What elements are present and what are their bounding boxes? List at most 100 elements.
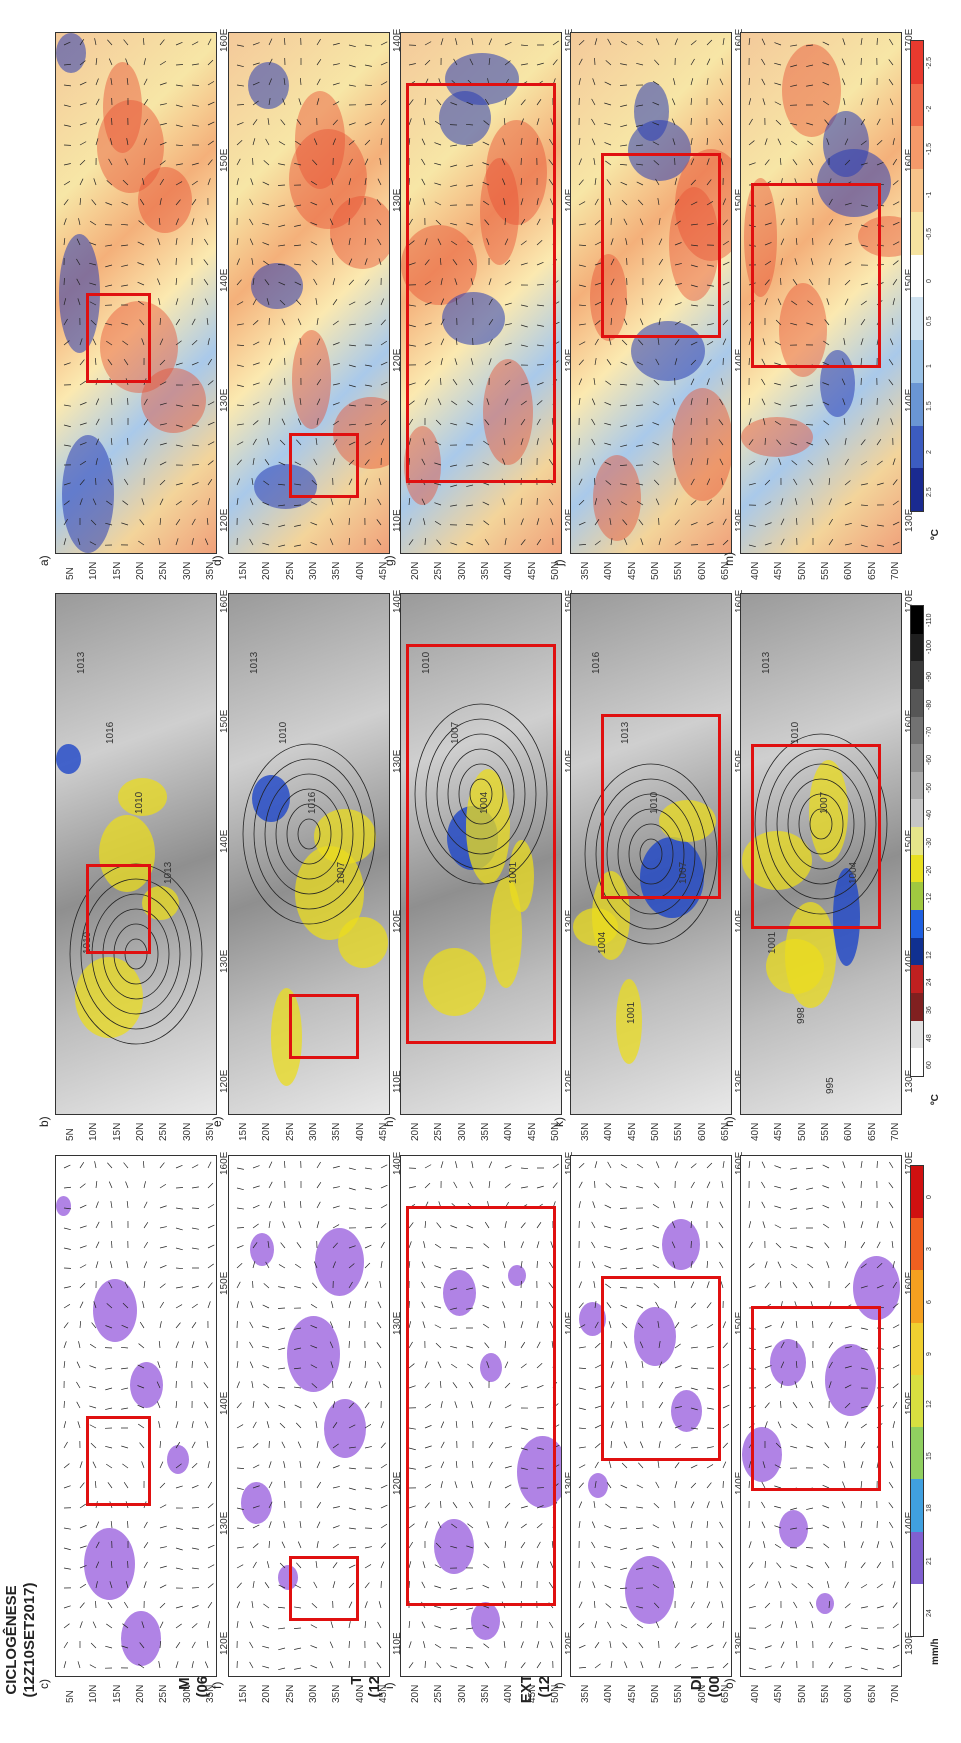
wind-arrow bbox=[549, 1561, 554, 1569]
wind-arrow bbox=[203, 259, 209, 266]
wind-arrow bbox=[452, 1502, 458, 1509]
wind-arrow bbox=[380, 298, 384, 306]
wind-arrow bbox=[520, 1363, 527, 1369]
wind-arrow bbox=[674, 220, 681, 226]
wind-arrow bbox=[408, 539, 414, 546]
wind-arrow bbox=[889, 98, 894, 106]
wind-arrow bbox=[408, 1523, 415, 1529]
wind-arrow bbox=[421, 458, 426, 466]
wind-arrow bbox=[536, 118, 540, 126]
colorbar-segment bbox=[911, 910, 923, 938]
colorbar-segment bbox=[911, 716, 923, 745]
wind-arrow bbox=[466, 1587, 474, 1590]
wind-arrow bbox=[604, 461, 612, 466]
lat-tick: 35N bbox=[580, 561, 591, 580]
wind-arrow bbox=[671, 418, 676, 426]
wind-arrow bbox=[608, 1461, 612, 1469]
wind-arrow bbox=[594, 241, 602, 246]
wind-arrow bbox=[748, 1263, 755, 1269]
wind-arrow bbox=[806, 1245, 814, 1249]
wind-arrow bbox=[408, 262, 416, 266]
colorbar-segment bbox=[911, 606, 923, 634]
wind-arrow bbox=[719, 458, 724, 466]
wind-arrow bbox=[860, 338, 864, 346]
lat-tick: 40N bbox=[354, 561, 366, 580]
wind-arrow bbox=[780, 538, 785, 546]
cloud-blob bbox=[75, 957, 143, 1038]
wind-arrow bbox=[95, 58, 98, 66]
wind-arrow bbox=[860, 98, 864, 106]
wind-arrow bbox=[610, 1661, 613, 1669]
wind-arrow bbox=[435, 1542, 442, 1549]
colorbar-value: 1 bbox=[926, 364, 933, 369]
wind-arrow bbox=[860, 1161, 863, 1169]
wind-arrow bbox=[283, 1461, 286, 1469]
wind-arrow bbox=[763, 418, 766, 426]
wind-arrow bbox=[63, 298, 67, 306]
wind-arrow bbox=[892, 1281, 898, 1289]
wind-arrow bbox=[127, 1520, 129, 1529]
colorbar-segment bbox=[911, 1270, 923, 1323]
wind-arrow bbox=[764, 1665, 772, 1669]
wind-arrow bbox=[860, 1423, 867, 1429]
lat-tick: 40N bbox=[750, 1684, 761, 1703]
wind-arrow bbox=[636, 1623, 644, 1629]
wind-arrow bbox=[536, 1467, 544, 1470]
lat-tick: 40N bbox=[503, 1122, 515, 1141]
wind-arrow bbox=[440, 298, 445, 306]
wind-arrow bbox=[453, 1181, 458, 1189]
panel-letter: j) bbox=[552, 559, 566, 566]
wind-arrow bbox=[470, 1401, 474, 1409]
wind-arrow bbox=[294, 204, 302, 207]
wind-arrow bbox=[578, 1622, 585, 1629]
wind-arrow bbox=[348, 1381, 353, 1389]
wind-arrow bbox=[435, 219, 442, 226]
wind-arrow bbox=[137, 1385, 145, 1389]
wind-arrow bbox=[421, 1281, 426, 1289]
isobar-line bbox=[425, 718, 537, 870]
wind-arrow bbox=[578, 1501, 583, 1509]
wind-arrow bbox=[63, 163, 71, 166]
wind-arrow bbox=[63, 1341, 67, 1349]
wind-arrow bbox=[722, 261, 730, 266]
wind-arrow bbox=[434, 1644, 442, 1649]
wind-arrow bbox=[482, 501, 490, 506]
wind-arrow bbox=[860, 224, 868, 228]
wind-arrow bbox=[502, 1581, 506, 1589]
wind-arrow bbox=[424, 360, 432, 366]
panel-letter: c) bbox=[37, 1679, 51, 1689]
wind-arrow bbox=[79, 141, 87, 146]
wind-arrow bbox=[282, 98, 286, 106]
wind-arrow bbox=[236, 1564, 244, 1569]
wind-arrow bbox=[348, 279, 354, 286]
wind-arrow bbox=[252, 320, 259, 326]
wind-arrow bbox=[486, 398, 490, 406]
wind-arrow bbox=[536, 1222, 542, 1229]
wind-arrow bbox=[95, 1261, 99, 1269]
wind-arrow bbox=[408, 1621, 411, 1629]
wind-arrow bbox=[466, 144, 474, 147]
wind-arrow bbox=[63, 1361, 66, 1369]
wind-arrow bbox=[719, 1261, 724, 1269]
wind-arrow bbox=[329, 218, 334, 226]
wind-arrow bbox=[764, 437, 766, 446]
wind-arrow bbox=[332, 420, 339, 426]
wind-arrow bbox=[207, 159, 213, 166]
wind-arrow bbox=[636, 104, 644, 107]
wind-arrow bbox=[249, 518, 254, 526]
wind-arrow bbox=[718, 119, 724, 126]
wind-arrow bbox=[876, 1285, 884, 1289]
colorbar-segment bbox=[911, 744, 923, 772]
wind-arrow bbox=[520, 63, 528, 66]
wind-arrow bbox=[764, 1645, 772, 1649]
wind-arrow bbox=[63, 124, 71, 127]
wind-arrow bbox=[175, 1401, 178, 1409]
wind-arrow bbox=[780, 1661, 785, 1669]
wind-arrow bbox=[294, 483, 302, 486]
wind-arrow bbox=[593, 158, 596, 166]
wind-arrow bbox=[380, 100, 387, 106]
wind-arrow bbox=[790, 64, 798, 68]
wind-arrow bbox=[790, 1527, 798, 1530]
wind-arrow bbox=[536, 400, 543, 406]
wind-arrow bbox=[888, 1202, 894, 1209]
